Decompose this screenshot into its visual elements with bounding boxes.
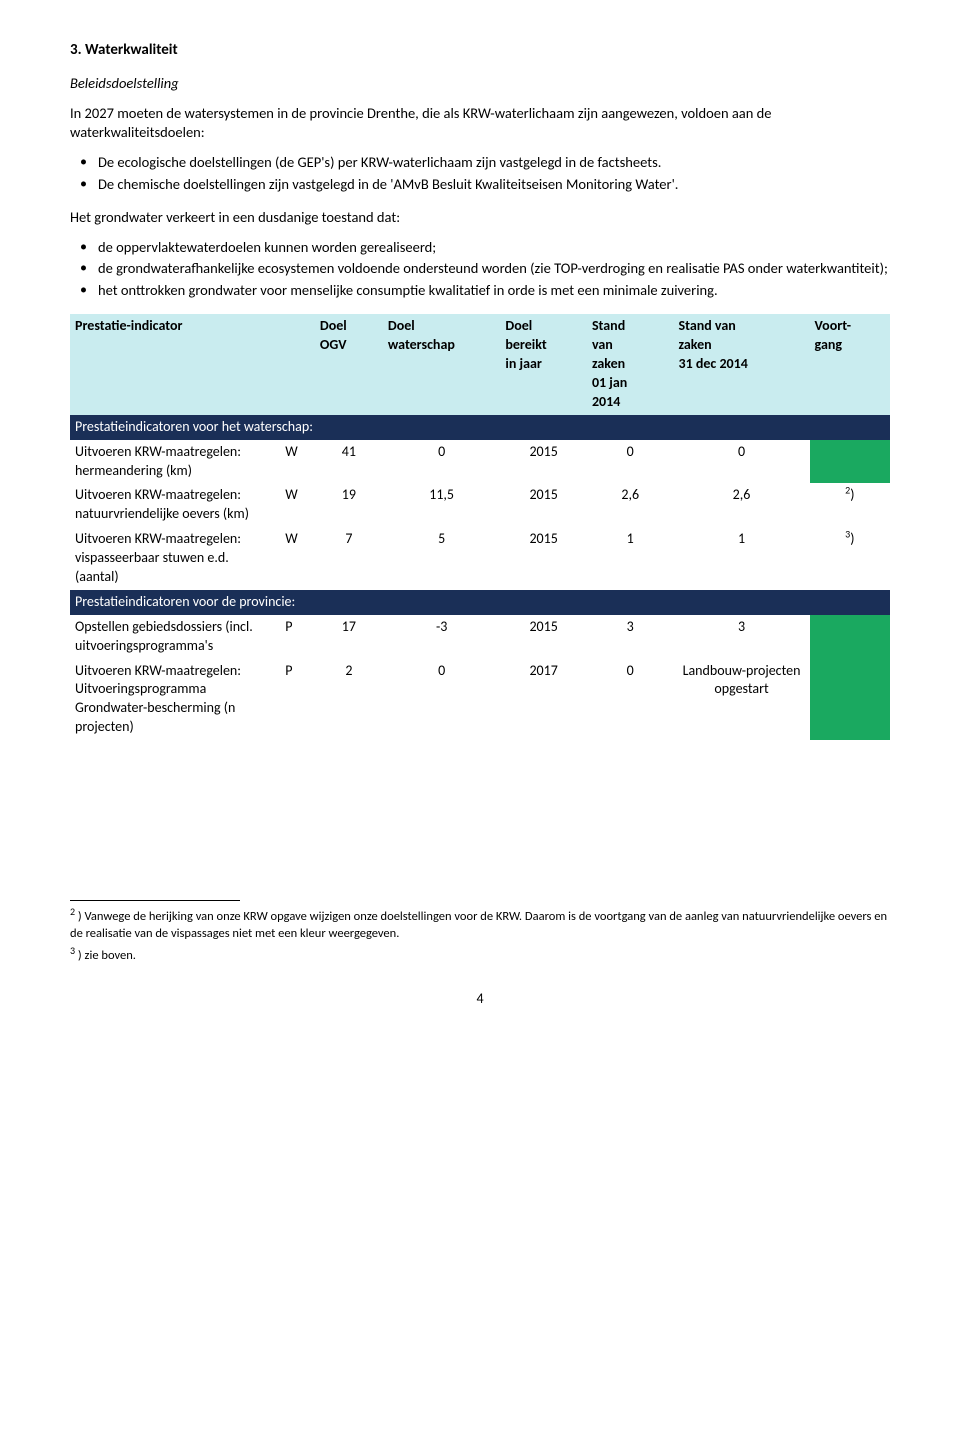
footnote-separator <box>70 900 240 901</box>
th-ogv: Doel OGV <box>315 314 383 414</box>
cell-wp: W <box>280 483 315 527</box>
th-text: Doel <box>505 317 532 334</box>
table-row: Uitvoeren KRW-maatregelen: vispasseerbaa… <box>70 527 890 590</box>
th-text: waterschap <box>388 336 455 353</box>
intro-bullet-list: De ecologische doelstellingen (de GEP's)… <box>70 153 890 194</box>
cell-stand-dec: 3 <box>674 615 810 659</box>
gw-paragraph: Het grondwater verkeert in een dusdanige… <box>70 208 890 228</box>
cell-stand-jan: 0 <box>587 440 674 484</box>
th-text: Doel <box>320 317 347 334</box>
cell-stand-jan: 3 <box>587 615 674 659</box>
cell-waterschap: 0 <box>383 440 500 484</box>
th-voortgang: Voort- gang <box>810 314 890 414</box>
cell-year: 2015 <box>500 615 587 659</box>
indicator-table: Prestatie-indicator Doel OGV Doel waters… <box>70 314 890 740</box>
cell-stand-jan: 2,6 <box>587 483 674 527</box>
cell-stand-jan: 1 <box>587 527 674 590</box>
table-body: Prestatieindicatoren voor het waterschap… <box>70 415 890 740</box>
table-header-row: Prestatie-indicator Doel OGV Doel waters… <box>70 314 890 414</box>
cell-stand-jan: 0 <box>587 659 674 741</box>
th-text: 2014 <box>592 393 620 410</box>
beleids-heading: Beleidsdoelstelling <box>70 74 890 94</box>
list-item: het onttrokken grondwater voor menselijk… <box>70 281 890 301</box>
footnote-3: 3 ) zie boven. <box>70 944 890 964</box>
table-section-row: Prestatieindicatoren voor de provincie: <box>70 590 890 615</box>
gw-bullet-list: de oppervlaktewaterdoelen kunnen worden … <box>70 238 890 301</box>
cell-year: 2017 <box>500 659 587 741</box>
cell-wp: P <box>280 659 315 741</box>
section-label: Prestatieindicatoren voor het waterschap… <box>70 415 890 440</box>
cell-waterschap: -3 <box>383 615 500 659</box>
th-text: 01 jan <box>592 374 627 391</box>
cell-stand-dec: 0 <box>674 440 810 484</box>
cell-year: 2015 <box>500 440 587 484</box>
cell-year: 2015 <box>500 483 587 527</box>
list-item: de grondwaterafhankelijke ecosystemen vo… <box>70 259 890 279</box>
cell-voortgang <box>810 659 890 741</box>
th-text: OGV <box>320 336 347 353</box>
cell-waterschap: 5 <box>383 527 500 590</box>
list-item: De chemische doelstellingen zijn vastgel… <box>70 175 890 195</box>
cell-ogv: 41 <box>315 440 383 484</box>
cell-ogv: 2 <box>315 659 383 741</box>
cell-voortgang: 3) <box>810 527 890 590</box>
table-section-row: Prestatieindicatoren voor het waterschap… <box>70 415 890 440</box>
th-text: zaken <box>592 355 625 372</box>
cell-voortgang <box>810 440 890 484</box>
cell-stand-dec: 2,6 <box>674 483 810 527</box>
cell-indicator: Uitvoeren KRW-maatregelen: Uitvoeringspr… <box>70 659 280 741</box>
cell-wp: W <box>280 527 315 590</box>
table-row: Uitvoeren KRW-maatregelen: hermeandering… <box>70 440 890 484</box>
th-text: Doel <box>388 317 415 334</box>
voortgang-note: 3) <box>845 530 854 547</box>
th-wp <box>280 314 315 414</box>
th-text: bereikt <box>505 336 546 353</box>
cell-stand-dec: Landbouw-projecten opgestart <box>674 659 810 741</box>
cell-indicator: Opstellen gebiedsdossiers (incl. uitvoer… <box>70 615 280 659</box>
cell-indicator: Uitvoeren KRW-maatregelen: natuurvriende… <box>70 483 280 527</box>
th-stand-dec: Stand van zaken 31 dec 2014 <box>674 314 810 414</box>
cell-wp: W <box>280 440 315 484</box>
cell-stand-dec: 1 <box>674 527 810 590</box>
cell-waterschap: 0 <box>383 659 500 741</box>
th-text: van <box>592 336 613 353</box>
table-row: Uitvoeren KRW-maatregelen: natuurvriende… <box>70 483 890 527</box>
table-row: Uitvoeren KRW-maatregelen: Uitvoeringspr… <box>70 659 890 741</box>
cell-ogv: 7 <box>315 527 383 590</box>
th-indicator: Prestatie-indicator <box>70 314 280 414</box>
cell-ogv: 17 <box>315 615 383 659</box>
th-text: Stand van <box>679 317 736 334</box>
voortgang-note: 2) <box>845 486 854 503</box>
cell-waterschap: 11,5 <box>383 483 500 527</box>
footnote-2: 2 ) Vanwege de herijking van onze KRW op… <box>70 905 890 942</box>
cell-year: 2015 <box>500 527 587 590</box>
th-year: Doel bereikt in jaar <box>500 314 587 414</box>
th-text: zaken <box>679 336 712 353</box>
table-row: Opstellen gebiedsdossiers (incl. uitvoer… <box>70 615 890 659</box>
cell-indicator: Uitvoeren KRW-maatregelen: hermeandering… <box>70 440 280 484</box>
list-item: de oppervlaktewaterdoelen kunnen worden … <box>70 238 890 258</box>
th-text: Voort- <box>815 317 851 334</box>
th-text: 31 dec 2014 <box>679 355 748 372</box>
section-title: 3. Waterkwaliteit <box>70 40 890 60</box>
th-stand-jan: Stand van zaken 01 jan 2014 <box>587 314 674 414</box>
th-text: gang <box>815 336 842 353</box>
th-text: Stand <box>592 317 625 334</box>
section-label: Prestatieindicatoren voor de provincie: <box>70 590 890 615</box>
cell-indicator: Uitvoeren KRW-maatregelen: vispasseerbaa… <box>70 527 280 590</box>
page-number: 4 <box>70 990 890 1009</box>
list-item: De ecologische doelstellingen (de GEP's)… <box>70 153 890 173</box>
intro-paragraph: In 2027 moeten de watersystemen in de pr… <box>70 104 890 143</box>
footnote-text: ) zie boven. <box>75 948 136 963</box>
cell-wp: P <box>280 615 315 659</box>
th-waterschap: Doel waterschap <box>383 314 500 414</box>
cell-voortgang <box>810 615 890 659</box>
cell-ogv: 19 <box>315 483 383 527</box>
th-text: in jaar <box>505 355 542 372</box>
cell-voortgang: 2) <box>810 483 890 527</box>
footnote-text: ) Vanwege de herijking van onze KRW opga… <box>70 909 887 940</box>
